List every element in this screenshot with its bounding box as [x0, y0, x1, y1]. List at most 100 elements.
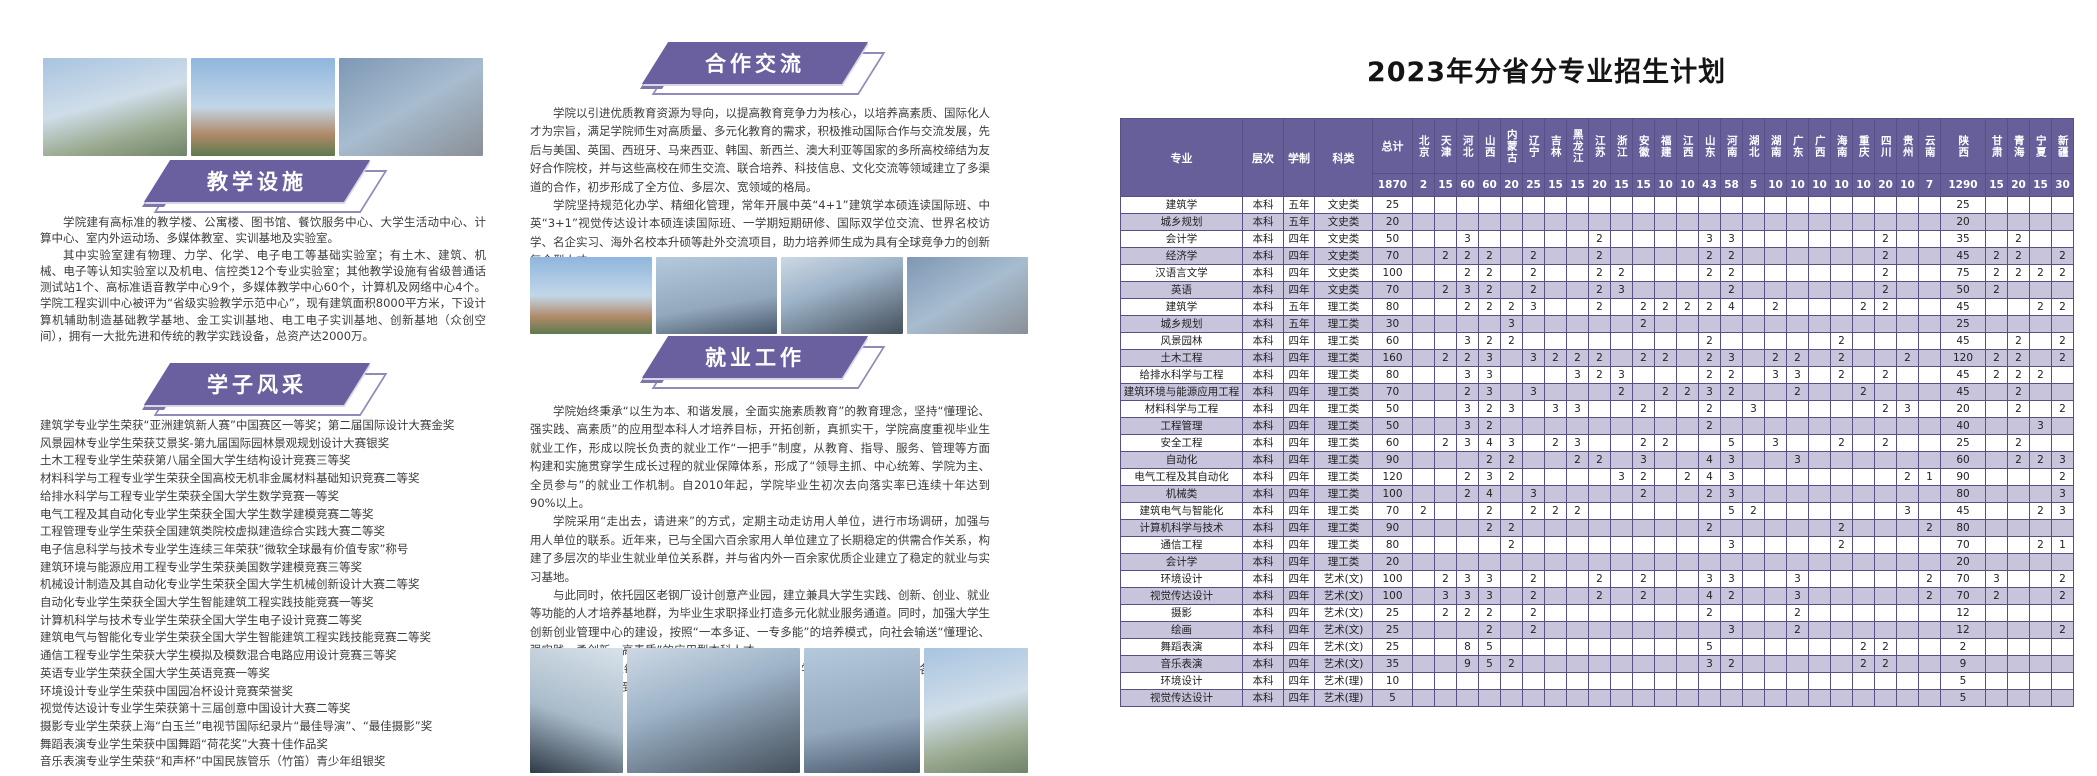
- value-cell: [1588, 621, 1611, 639]
- value-cell: [1676, 264, 1699, 282]
- value-cell: [1544, 553, 1567, 571]
- section-title-employment: 就业工作: [705, 346, 805, 370]
- value-cell: [1412, 553, 1435, 571]
- value-cell: [1566, 570, 1589, 588]
- value-cell: 45: [1940, 247, 1986, 265]
- value-cell: 2: [1698, 604, 1721, 622]
- value-cell: [1874, 519, 1897, 537]
- value-cell: [1808, 315, 1831, 333]
- table-row: 环境设计 本科 四年 艺术(文) 100 2 3 3 2 2 2 3 3 3 2 70 3 2: [1120, 570, 2074, 588]
- value-cell: [1544, 213, 1567, 231]
- campus-photo: [781, 257, 903, 334]
- value-cell: 3: [2051, 502, 2074, 520]
- value-cell: [2007, 298, 2030, 316]
- value-cell: [1500, 502, 1523, 520]
- value-cell: [1808, 417, 1831, 435]
- value-cell: [1918, 400, 1941, 418]
- major-cell: 建筑学: [1120, 196, 1243, 214]
- province-total: 10: [1808, 173, 1831, 197]
- value-cell: [1698, 434, 1721, 452]
- value-cell: [1478, 689, 1501, 707]
- value-cell: [1742, 621, 1765, 639]
- value-cell: [1786, 638, 1809, 656]
- value-cell: [1985, 400, 2008, 418]
- major-cell: 材料科学与工程: [1120, 400, 1243, 418]
- value-cell: [1544, 485, 1567, 503]
- value-cell: [1610, 196, 1633, 214]
- value-cell: 2: [1478, 417, 1501, 435]
- value-cell: [1985, 451, 2008, 469]
- value-cell: 3: [1478, 366, 1501, 384]
- value-cell: 2: [1478, 400, 1501, 418]
- value-cell: 1: [2051, 536, 2074, 554]
- value-cell: [1654, 332, 1677, 350]
- value-cell: 文史类: [1314, 230, 1373, 248]
- value-cell: 本科: [1242, 332, 1284, 350]
- value-cell: 35: [1940, 230, 1986, 248]
- value-cell: [1874, 213, 1897, 231]
- value-cell: [1896, 196, 1919, 214]
- value-cell: [1654, 587, 1677, 605]
- value-cell: 2: [2051, 468, 2074, 486]
- value-cell: 五年: [1283, 298, 1315, 316]
- value-cell: [1742, 349, 1765, 367]
- value-cell: 2: [1632, 468, 1655, 486]
- value-cell: 90: [1372, 519, 1413, 537]
- value-cell: [1786, 553, 1809, 571]
- value-cell: [1522, 519, 1545, 537]
- value-cell: 100: [1372, 485, 1413, 503]
- value-cell: [1764, 230, 1787, 248]
- value-cell: [1566, 247, 1589, 265]
- value-cell: [1720, 315, 1743, 333]
- value-cell: [1896, 604, 1919, 622]
- value-cell: [1918, 553, 1941, 571]
- value-cell: 2: [1500, 655, 1523, 673]
- value-cell: 2: [1610, 264, 1633, 282]
- value-cell: 2: [1985, 349, 2008, 367]
- value-cell: [1808, 672, 1831, 690]
- value-cell: [1786, 400, 1809, 418]
- value-cell: 2: [1500, 468, 1523, 486]
- value-cell: [1742, 332, 1765, 350]
- value-cell: [1786, 281, 1809, 299]
- value-cell: [1764, 587, 1787, 605]
- value-cell: [1808, 213, 1831, 231]
- major-cell: 建筑电气与智能化: [1120, 502, 1243, 520]
- value-cell: 40: [1940, 417, 1986, 435]
- value-cell: [1676, 434, 1699, 452]
- value-cell: [2051, 366, 2074, 384]
- value-cell: [1544, 366, 1567, 384]
- province-header: 河北: [1456, 118, 1479, 174]
- value-cell: 45: [1940, 332, 1986, 350]
- value-cell: 2: [2051, 570, 2074, 588]
- value-cell: 2: [1698, 264, 1721, 282]
- value-cell: [1676, 315, 1699, 333]
- value-cell: [2029, 434, 2052, 452]
- value-cell: [1985, 468, 2008, 486]
- value-cell: 2: [1918, 519, 1941, 537]
- value-cell: [1852, 570, 1875, 588]
- value-cell: 四年: [1283, 519, 1315, 537]
- value-cell: [1830, 213, 1853, 231]
- value-cell: 2: [1720, 383, 1743, 401]
- value-cell: [1588, 213, 1611, 231]
- value-cell: 四年: [1283, 536, 1315, 554]
- value-cell: 本科: [1242, 400, 1284, 418]
- value-cell: 2: [1720, 587, 1743, 605]
- value-cell: [1610, 332, 1633, 350]
- value-cell: 3: [1610, 366, 1633, 384]
- cooperation-text-block: 学院以引进优质教育资源为导向，以提高教育竞争力为核心，以培养高素质、国际化人才为…: [530, 104, 990, 270]
- value-cell: [1500, 349, 1523, 367]
- value-cell: [1654, 638, 1677, 656]
- value-cell: 5: [1478, 638, 1501, 656]
- campus-photo: [43, 58, 187, 156]
- value-cell: [1896, 247, 1919, 265]
- value-cell: 2: [1434, 604, 1457, 622]
- value-cell: [1588, 655, 1611, 673]
- province-header: 天津: [1434, 118, 1457, 174]
- value-cell: [2051, 553, 2074, 571]
- value-cell: [2029, 196, 2052, 214]
- value-cell: 2: [1456, 247, 1479, 265]
- value-cell: 本科: [1242, 230, 1284, 248]
